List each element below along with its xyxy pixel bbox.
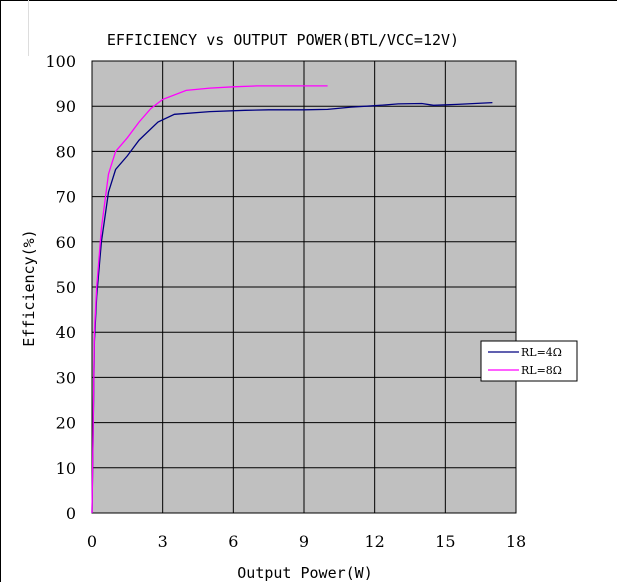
- x-tick-label-3: 9: [299, 532, 309, 551]
- y-tick-label-8: 80: [56, 142, 76, 161]
- y-tick-label-2: 20: [56, 414, 76, 433]
- y-tick-label-6: 60: [56, 233, 76, 252]
- y-tick-label-0: 0: [66, 504, 76, 523]
- x-tick-label-5: 15: [435, 532, 455, 551]
- y-tick-label-9: 90: [56, 97, 76, 116]
- chart-title: EFFICIENCY vs OUTPUT POWER(BTL/VCC=12V): [107, 31, 459, 49]
- y-tick-label-3: 30: [56, 368, 76, 387]
- legend-label-0: RL=4Ω: [521, 346, 562, 359]
- y-tick-label-5: 50: [56, 278, 76, 297]
- corner-decoration: [0, 0, 29, 56]
- legend-box: [480, 340, 578, 382]
- x-axis-label: Output Power(W): [237, 564, 372, 582]
- series-line-1: [91, 85, 328, 514]
- y-tick-label-10: 100: [45, 52, 76, 71]
- y-axis-label: Efficiency(%): [20, 229, 38, 346]
- x-tick-label-4: 12: [364, 532, 384, 551]
- plot-area: 0 3 6 9 12 15 18 0 10 20 30 40 50 60 70 80 90 100: [45, 52, 526, 551]
- y-tick-label-7: 70: [56, 188, 76, 207]
- legend: RL=4Ω RL=8Ω: [480, 340, 578, 382]
- x-tick-label-2: 6: [228, 532, 238, 551]
- series-line-0: [91, 101, 493, 514]
- y-tick-label-1: 10: [56, 459, 76, 478]
- legend-label-1: RL=8Ω: [521, 364, 562, 377]
- x-tick-label-1: 3: [158, 532, 168, 551]
- x-tick-label-0: 0: [87, 532, 97, 551]
- x-tick-label-6: 18: [506, 532, 526, 551]
- y-tick-label-4: 40: [56, 323, 76, 342]
